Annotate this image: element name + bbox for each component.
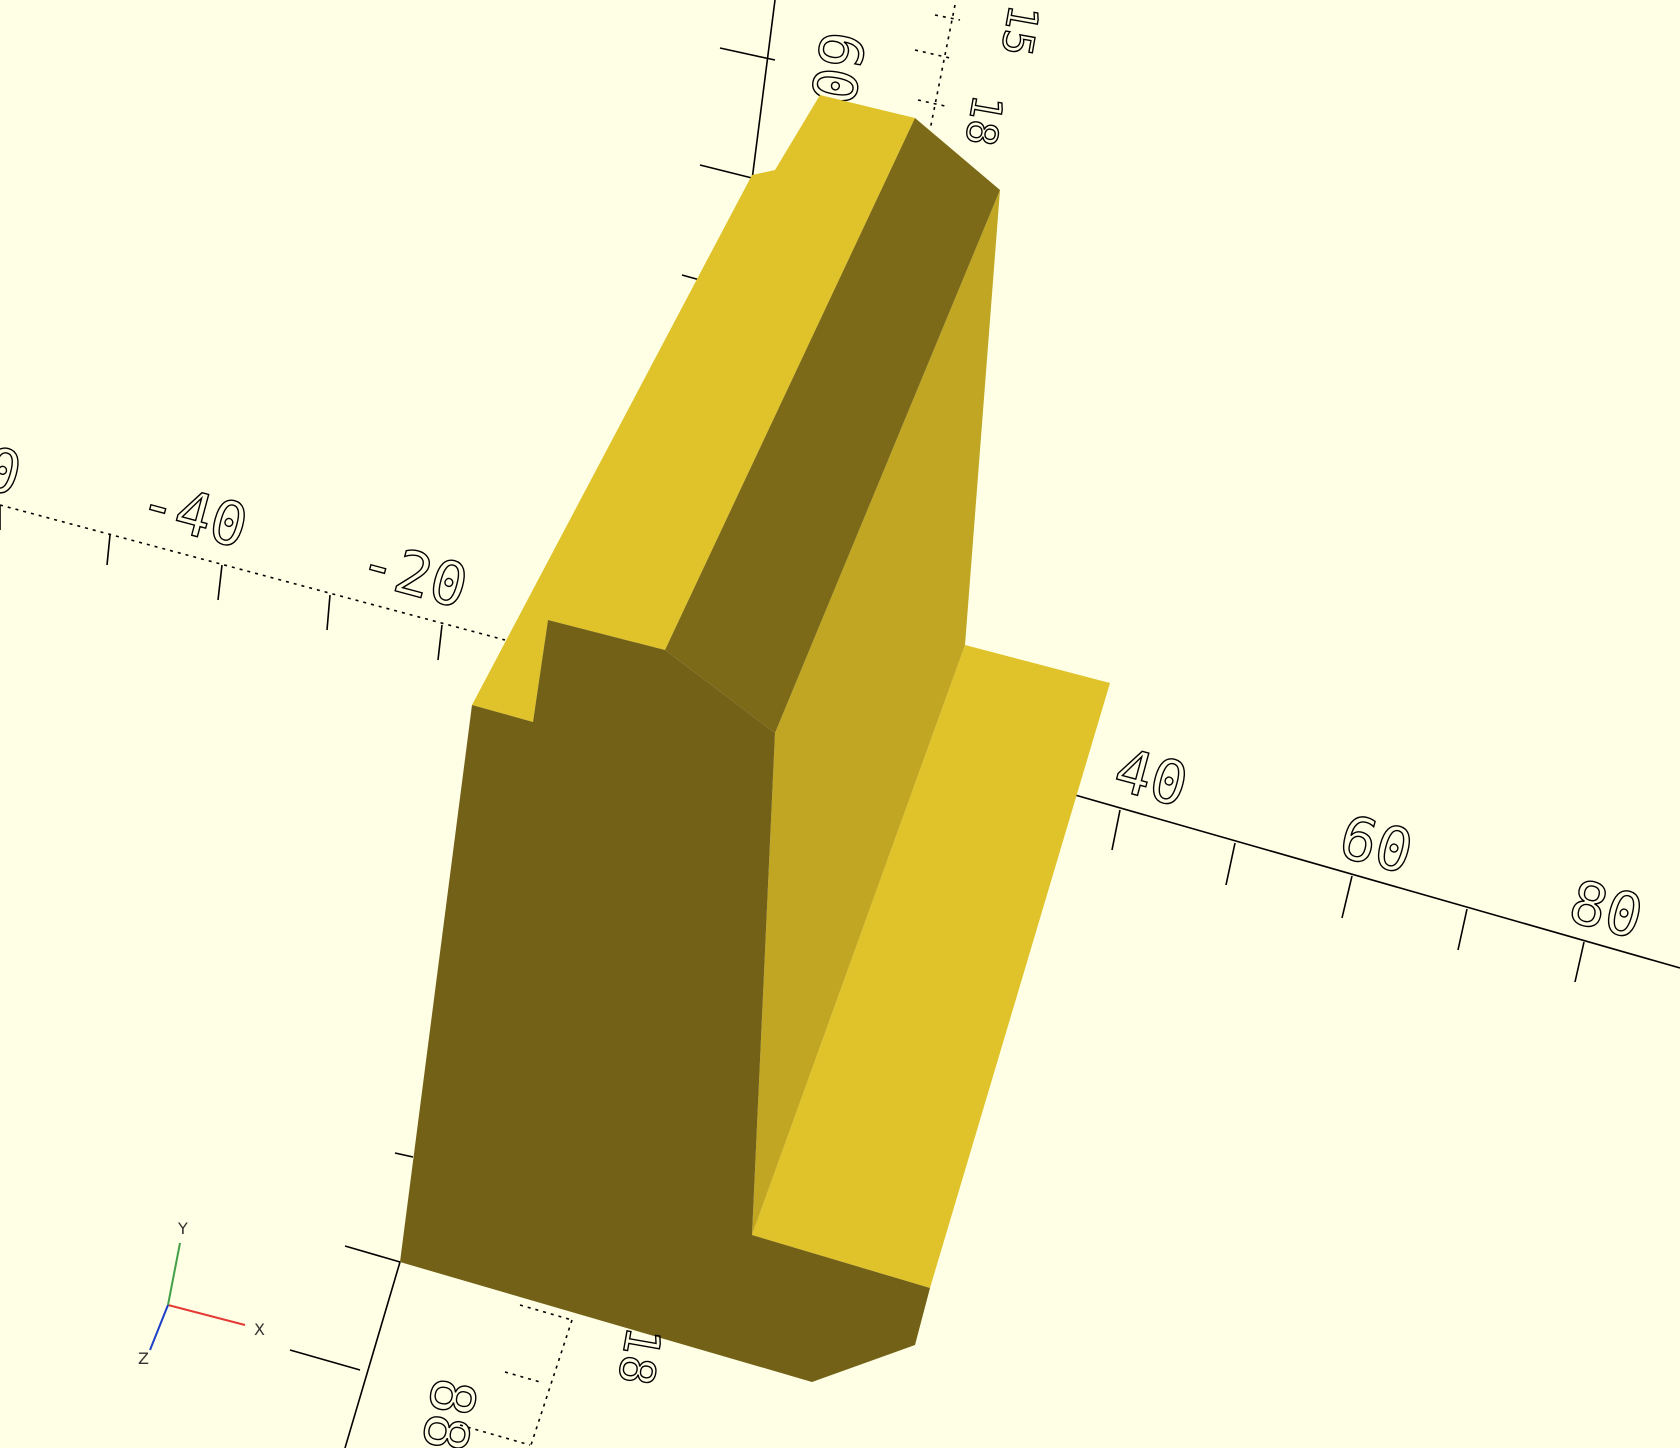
x-tick-label: 0	[0, 434, 29, 511]
tick-front	[394, 1152, 414, 1158]
gizmo-x-label: X	[254, 1320, 265, 1339]
x-tick	[1574, 941, 1585, 983]
x-tick	[437, 624, 443, 661]
x-tick	[326, 594, 331, 631]
x-tick-label: -40	[132, 467, 255, 563]
model-side-face	[752, 190, 1000, 1235]
model-top-face	[472, 95, 915, 722]
z-axis-front	[344, 1261, 401, 1448]
axis-dash-front	[529, 1319, 573, 1448]
yz-tick-labels: 60 15 18	[795, 1, 1049, 151]
z-tick	[917, 99, 946, 107]
z-tick-label: 18	[606, 1323, 671, 1390]
x-tick	[217, 564, 223, 601]
z-tick-label: 88	[407, 1373, 488, 1448]
x-tick	[1111, 809, 1121, 851]
x-tick	[106, 534, 111, 566]
z-tick-label: 18	[955, 91, 1012, 149]
tick-dash	[519, 1304, 573, 1321]
x-tick-label: 60	[1332, 802, 1420, 888]
x-axis-positive	[1074, 794, 1680, 969]
y-tick-label: 60	[796, 26, 877, 109]
3d-model[interactable]	[400, 95, 1110, 1382]
model-front-face	[400, 620, 930, 1382]
x-tick	[1457, 908, 1468, 951]
axes-front: 18 88	[289, 1152, 672, 1448]
x-axis-front	[344, 1245, 401, 1263]
gizmo-x-axis	[167, 1304, 246, 1326]
y-tick	[699, 164, 753, 179]
z-tick	[914, 49, 951, 59]
gizmo-z-axis	[149, 1304, 169, 1351]
y-tick	[719, 47, 776, 61]
axes-back	[0, 0, 1680, 983]
x-tick	[1225, 842, 1236, 886]
model-ledge-top	[752, 645, 1110, 1288]
y-axis-positive	[751, 0, 776, 181]
tick-dash	[504, 1371, 541, 1383]
x-tick-label: -20	[352, 527, 475, 623]
z-axis-dashed	[929, 4, 956, 131]
gizmo-y-label: Y	[177, 1219, 188, 1238]
x-tick	[1341, 875, 1353, 919]
model-groove-face	[665, 118, 1000, 733]
gizmo-z-label: Z	[138, 1349, 149, 1368]
tick-front	[289, 1349, 361, 1371]
z-tick	[934, 14, 961, 21]
x-tick-label: 80	[1562, 867, 1650, 953]
axis-gizmo: X Y Z	[138, 1219, 265, 1368]
z-tick-label: 15	[991, 1, 1048, 59]
gizmo-y-axis	[167, 1242, 181, 1306]
